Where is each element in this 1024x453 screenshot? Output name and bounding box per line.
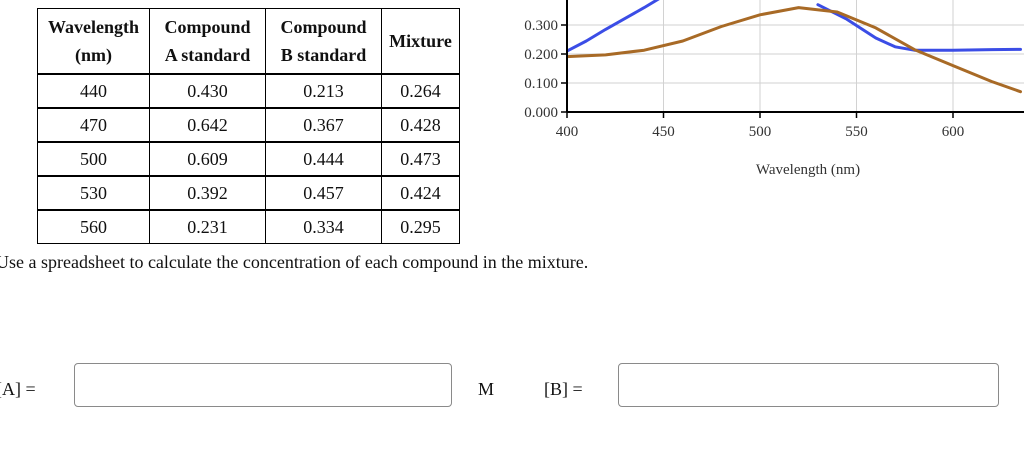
x-tick-label: 500: [749, 124, 772, 140]
cell-compound-a: 0.430: [149, 73, 266, 109]
cell-mixture: 0.295: [381, 209, 460, 244]
cell-compound-b: 0.213: [265, 73, 382, 109]
x-axis-title: Wavelength (nm): [756, 162, 860, 178]
answer-row: [A] = M [B] =: [0, 363, 1024, 411]
cell-wavelength: 530: [37, 175, 150, 211]
cell-mixture: 0.264: [381, 73, 460, 109]
absorbance-chart: 0.000 0.100 0.200 0.300 400 450 500 550 600 Wave…: [524, 0, 1024, 178]
question-text: Use a spreadsheet to calculate the conce…: [0, 252, 589, 272]
x-tick-label: 600: [942, 124, 965, 140]
cell-compound-a: 0.609: [149, 141, 266, 177]
cell-compound-a: 0.392: [149, 175, 266, 211]
table-header-row: Wavelength (nm) Compound A standard Comp…: [37, 8, 460, 75]
cell-wavelength: 500: [37, 141, 150, 177]
table-row: 440 0.430 0.213 0.264: [37, 73, 460, 109]
series-line: [816, 3, 1022, 52]
table-row: 560 0.231 0.334 0.295: [37, 209, 460, 244]
x-tick-label: 400: [556, 124, 579, 140]
y-tick-label: 0.300: [524, 18, 558, 34]
header-wavelength: Wavelength (nm): [37, 8, 150, 75]
data-table-container: Wavelength (nm) Compound A standard Comp…: [37, 8, 460, 244]
cell-wavelength: 470: [37, 107, 150, 143]
cell-compound-a: 0.231: [149, 209, 266, 244]
cell-compound-b: 0.444: [265, 141, 382, 177]
cell-compound-b: 0.457: [265, 175, 382, 211]
cell-compound-b: 0.334: [265, 209, 382, 244]
concentration-a-input[interactable]: [74, 363, 452, 407]
chart-grid: [567, 0, 1024, 112]
cell-mixture: 0.428: [381, 107, 460, 143]
concentration-b-input[interactable]: [618, 363, 999, 407]
cell-compound-b: 0.367: [265, 107, 382, 143]
chart-lines: [567, 0, 1022, 94]
cell-mixture: 0.473: [381, 141, 460, 177]
unit-label: M: [478, 379, 495, 399]
x-tick-label: 550: [845, 124, 868, 140]
cell-mixture: 0.424: [381, 175, 460, 211]
table-row: 530 0.392 0.457 0.424: [37, 175, 460, 211]
cell-compound-a: 0.642: [149, 107, 266, 143]
table-row: 500 0.609 0.444 0.473: [37, 141, 460, 177]
series-line: [567, 6, 1022, 94]
cell-wavelength: 440: [37, 73, 150, 109]
header-compound-a: Compound A standard: [149, 8, 266, 75]
y-tick-label: 0.100: [524, 76, 558, 92]
cell-wavelength: 560: [37, 209, 150, 244]
header-compound-b: Compound B standard: [265, 8, 382, 75]
table-row: 470 0.642 0.367 0.428: [37, 107, 460, 143]
series-line: [567, 0, 660, 53]
y-tick-label: 0.200: [524, 47, 558, 63]
chart-axes: 0.000 0.100 0.200 0.300 400 450 500 550 600: [524, 0, 1024, 140]
data-table: Wavelength (nm) Compound A standard Comp…: [37, 8, 460, 244]
header-mixture: Mixture: [381, 8, 460, 75]
x-tick-label: 450: [652, 124, 675, 140]
concentration-b-label: [B] =: [544, 379, 583, 399]
concentration-a-label: [A] =: [0, 379, 36, 399]
y-tick-label: 0.000: [524, 105, 558, 121]
